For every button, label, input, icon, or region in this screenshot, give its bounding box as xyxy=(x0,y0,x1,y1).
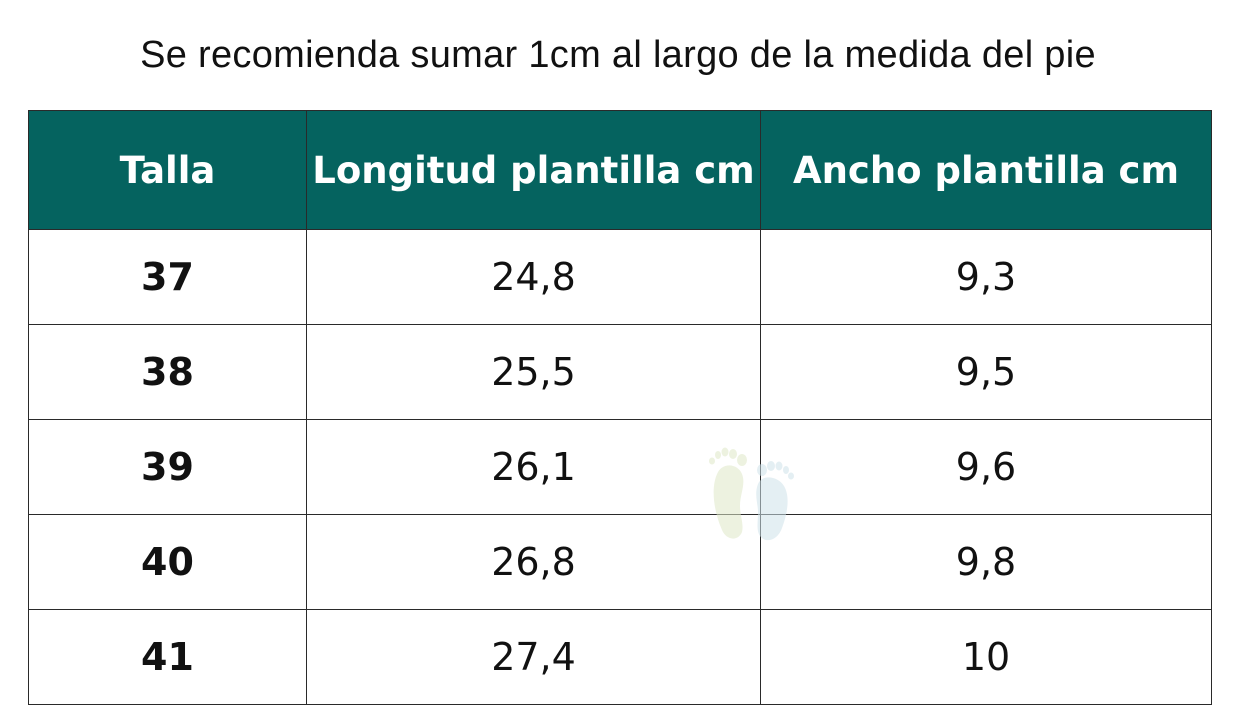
table-row: 37 24,8 9,3 xyxy=(28,229,1212,325)
table-row: 41 27,4 10 xyxy=(28,609,1212,705)
width-cell: 9,5 xyxy=(760,324,1212,420)
table-row: 38 25,5 9,5 xyxy=(28,324,1212,420)
size-cell: 37 xyxy=(28,229,307,325)
length-cell: 24,8 xyxy=(306,229,761,325)
recommendation-note: Se recomienda sumar 1cm al largo de la m… xyxy=(140,34,1096,76)
table-header-row: Talla Longitud plantilla cm Ancho planti… xyxy=(28,110,1212,230)
size-cell: 38 xyxy=(28,324,307,420)
table-row: 40 26,8 9,8 xyxy=(28,514,1212,610)
size-cell: 40 xyxy=(28,514,307,610)
size-chart-table: Talla Longitud plantilla cm Ancho planti… xyxy=(28,110,1212,705)
width-cell: 9,8 xyxy=(760,514,1212,610)
width-cell: 9,6 xyxy=(760,419,1212,515)
table-row: 39 26,1 9,6 xyxy=(28,419,1212,515)
header-size: Talla xyxy=(28,110,307,230)
length-cell: 26,1 xyxy=(306,419,761,515)
header-insole-width: Ancho plantilla cm xyxy=(760,110,1212,230)
size-cell: 39 xyxy=(28,419,307,515)
length-cell: 26,8 xyxy=(306,514,761,610)
length-cell: 27,4 xyxy=(306,609,761,705)
header-insole-length: Longitud plantilla cm xyxy=(306,110,761,230)
length-cell: 25,5 xyxy=(306,324,761,420)
size-cell: 41 xyxy=(28,609,307,705)
width-cell: 10 xyxy=(760,609,1212,705)
width-cell: 9,3 xyxy=(760,229,1212,325)
